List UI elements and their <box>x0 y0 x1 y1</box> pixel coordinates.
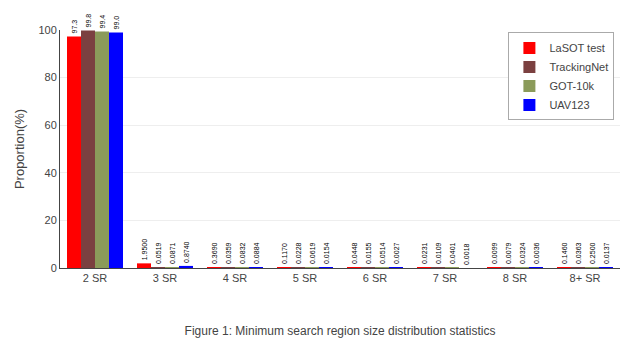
svg-text:LaSOT test: LaSOT test <box>549 42 604 54</box>
svg-text:60: 60 <box>45 119 57 131</box>
svg-text:0.0832: 0.0832 <box>239 242 246 264</box>
svg-text:0.1170: 0.1170 <box>281 243 288 264</box>
svg-text:0.0231: 0.0231 <box>421 242 428 264</box>
svg-text:5 SR: 5 SR <box>293 272 318 284</box>
svg-text:0.0154: 0.0154 <box>323 242 330 264</box>
svg-text:20: 20 <box>45 214 57 226</box>
svg-text:3 SR: 3 SR <box>153 272 178 284</box>
svg-text:100: 100 <box>38 24 56 36</box>
svg-text:0.0448: 0.0448 <box>351 242 358 264</box>
svg-text:6 SR: 6 SR <box>363 272 388 284</box>
svg-text:8 SR: 8 SR <box>503 272 528 284</box>
svg-text:0.0401: 0.0401 <box>449 242 456 264</box>
svg-text:0.0018: 0.0018 <box>463 243 470 265</box>
svg-text:40: 40 <box>45 167 57 179</box>
svg-text:0.0228: 0.0228 <box>295 242 302 264</box>
svg-text:0.0027: 0.0027 <box>393 242 400 264</box>
svg-text:80: 80 <box>45 71 57 83</box>
svg-text:0.0155: 0.0155 <box>365 242 372 264</box>
svg-text:0.0137: 0.0137 <box>603 242 610 264</box>
svg-text:1.9500: 1.9500 <box>141 239 148 261</box>
svg-text:99.4: 99.4 <box>99 15 106 29</box>
svg-text:0.0359: 0.0359 <box>225 242 232 264</box>
svg-text:97.3: 97.3 <box>71 20 78 34</box>
svg-text:7 SR: 7 SR <box>433 272 458 284</box>
svg-text:4 SR: 4 SR <box>223 272 248 284</box>
svg-text:0.8740: 0.8740 <box>183 241 190 263</box>
svg-text:0.0079: 0.0079 <box>505 242 512 264</box>
svg-text:0.1460: 0.1460 <box>561 242 568 264</box>
svg-text:UAV123: UAV123 <box>549 99 589 111</box>
svg-text:0.0099: 0.0099 <box>491 242 498 264</box>
svg-text:8+ SR: 8+ SR <box>570 272 601 284</box>
svg-text:Proportion(%): Proportion(%) <box>12 109 27 189</box>
svg-text:0.0324: 0.0324 <box>519 242 526 264</box>
svg-text:0: 0 <box>51 262 57 274</box>
svg-text:99.0: 99.0 <box>113 16 120 30</box>
svg-text:0.0514: 0.0514 <box>379 242 386 264</box>
svg-text:0.0519: 0.0519 <box>155 242 162 264</box>
svg-text:0.0884: 0.0884 <box>253 242 260 264</box>
svg-text:0.0109: 0.0109 <box>435 242 442 264</box>
svg-text:0.3690: 0.3690 <box>211 242 218 264</box>
svg-text:0.0036: 0.0036 <box>533 242 540 264</box>
svg-text:0.0363: 0.0363 <box>575 242 582 264</box>
svg-text:2 SR: 2 SR <box>83 272 108 284</box>
svg-text:0.0619: 0.0619 <box>309 242 316 264</box>
svg-text:0.2500: 0.2500 <box>589 242 596 264</box>
svg-text:GOT-10k: GOT-10k <box>549 80 594 92</box>
svg-text:0.0871: 0.0871 <box>169 242 176 264</box>
svg-text:TrackingNet: TrackingNet <box>549 61 608 73</box>
svg-text:99.8: 99.8 <box>85 14 92 28</box>
svg-text:Figure 1: Minimum search regio: Figure 1: Minimum search region size dis… <box>185 324 496 338</box>
